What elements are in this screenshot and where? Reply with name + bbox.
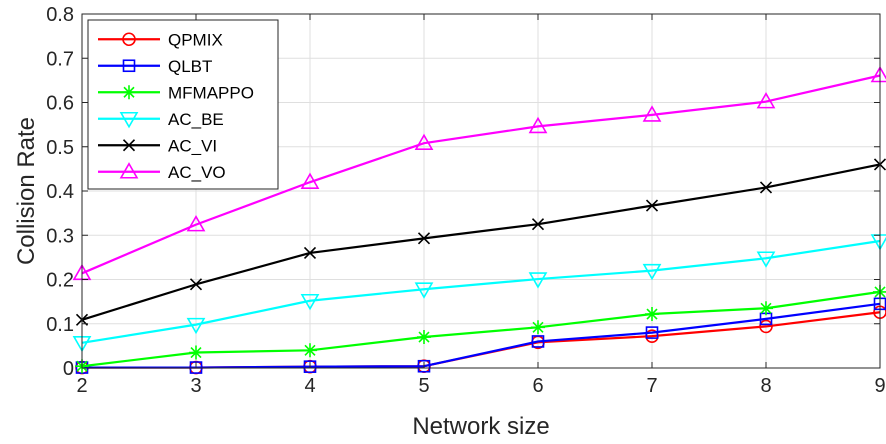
data-point [756, 92, 776, 109]
x-tick-label: 7 [646, 375, 657, 397]
data-point [756, 251, 776, 268]
x-tick-label: 6 [532, 375, 543, 397]
legend-label: QPMIX [168, 30, 223, 49]
data-point [531, 320, 545, 335]
legend-marker [122, 59, 136, 73]
data-point [186, 317, 206, 335]
y-tick-label: 0.2 [46, 270, 74, 292]
series-line [81, 74, 881, 275]
data-point [417, 232, 431, 245]
legend-label: QLBT [168, 57, 212, 76]
data-point [417, 330, 431, 345]
legend-label: MFMAPPO [168, 83, 254, 102]
y-tick-label: 0.7 [46, 48, 74, 70]
x-tick-label: 3 [190, 375, 201, 397]
series-line [82, 302, 881, 369]
x-tick-label: 2 [76, 375, 87, 397]
y-tick-label: 0 [63, 358, 74, 380]
legend-item: QLBT [98, 57, 212, 76]
data-point [759, 301, 773, 316]
data-point [303, 246, 317, 260]
data-point [300, 293, 320, 311]
data-point [531, 335, 545, 348]
series-ac-vo [72, 65, 886, 281]
x-tick-label: 9 [874, 375, 885, 397]
series-line [81, 239, 881, 344]
data-point [303, 343, 317, 358]
data-point [759, 181, 773, 194]
x-tick-label: 8 [760, 375, 771, 397]
legend-label: AC_VO [168, 163, 226, 182]
data-point [528, 272, 548, 289]
y-axis-title: Collision Rate [13, 117, 40, 265]
data-point [414, 282, 434, 299]
legend-item: AC_VI [98, 136, 217, 155]
legend-label: AC_VI [168, 136, 217, 155]
data-point [189, 278, 203, 291]
legend-marker [119, 111, 139, 129]
legend-item: MFMAPPO [98, 83, 254, 102]
x-tick-label: 5 [418, 375, 429, 397]
legend-marker [119, 162, 139, 179]
data-point [303, 360, 317, 373]
data-point [189, 345, 203, 360]
data-point [528, 116, 548, 134]
data-point [417, 359, 431, 373]
legend-item: AC_VO [98, 162, 226, 182]
y-tick-label: 0.5 [46, 137, 74, 159]
series-ac-vi [75, 158, 886, 326]
axis-ticks: 2 3 4 5 6 7 8 9 0 0.1 0.2 0.3 0.4 0.5 0.6 0.7 0.8 [46, 4, 885, 397]
x-axis-title: Network size [412, 413, 549, 440]
data-point [645, 307, 659, 322]
legend: QPMIX QLBT MFMAPPO AC_BE AC_VI AC_VO [87, 19, 279, 190]
y-tick-label: 0.4 [46, 181, 74, 203]
data-point [642, 105, 662, 122]
data-point [531, 218, 545, 231]
legend-marker [122, 139, 136, 152]
data-point [759, 319, 773, 334]
data-point [300, 172, 320, 189]
legend-marker [122, 85, 136, 100]
y-tick-label: 0.6 [46, 93, 74, 115]
legend-item: AC_BE [98, 110, 224, 129]
legend-marker [122, 32, 136, 47]
legend-label: AC_BE [168, 110, 224, 129]
data-point [642, 263, 662, 281]
y-tick-label: 0.8 [46, 4, 74, 26]
y-tick-label: 0.3 [46, 225, 74, 247]
data-point [186, 215, 206, 232]
y-tick-label: 0.1 [46, 314, 74, 336]
series-line [81, 163, 881, 321]
legend-box [87, 19, 279, 190]
legend-item: QPMIX [98, 30, 223, 49]
data-point [645, 326, 659, 339]
data-point [645, 199, 659, 212]
x-tick-label: 4 [304, 375, 315, 397]
series-line [81, 290, 881, 368]
data-point [414, 133, 434, 151]
